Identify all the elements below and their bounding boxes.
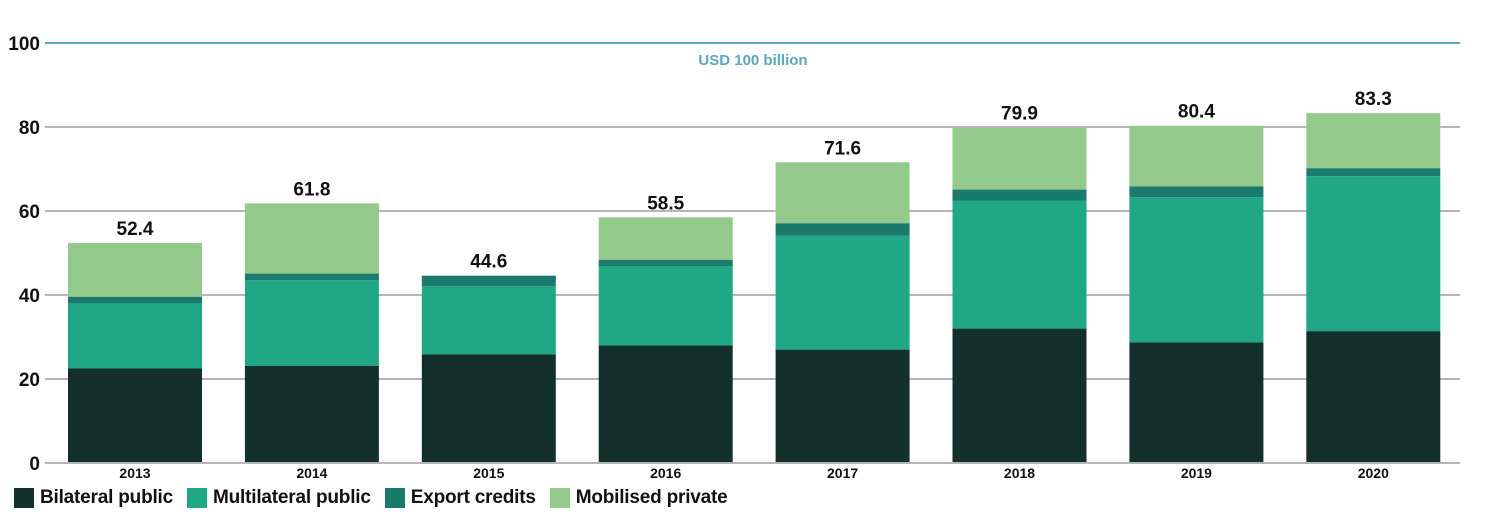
x-tick-label: 2020 <box>1358 465 1389 481</box>
bar-segment-mobilised-private <box>598 217 733 260</box>
x-tick-label: 2016 <box>650 465 681 481</box>
bar-segment-multilateral-public <box>598 266 733 346</box>
bar-segment-mobilised-private <box>68 242 202 297</box>
legend: Bilateral public Multilateral public Exp… <box>14 487 742 509</box>
bar-segment-export-credits <box>244 273 379 281</box>
legend-swatch <box>14 488 34 508</box>
legend-label: Mobilised private <box>575 487 728 508</box>
total-label: 80.4 <box>1178 101 1215 122</box>
bar-segment-bilateral-public <box>1306 331 1441 463</box>
target-line-group: USD 100 billion <box>45 42 1460 69</box>
y-axis-ticks: 0 20 40 60 80 100 <box>8 34 40 475</box>
bar-stack-2013 <box>68 242 202 463</box>
legend-swatch <box>187 488 208 508</box>
x-tick-label: 2014 <box>296 465 327 481</box>
bar-segment-export-credits <box>68 296 202 304</box>
bar-segment-export-credits <box>421 275 556 287</box>
bar-segment-multilateral-public <box>952 200 1087 329</box>
bar-segment-mobilised-private <box>1129 125 1264 187</box>
bar-segment-mobilised-private <box>775 162 910 224</box>
y-tick-label: 60 <box>19 202 40 223</box>
bar-segment-export-credits <box>1129 186 1264 198</box>
bar-segment-bilateral-public <box>952 328 1087 463</box>
y-tick-label: 0 <box>29 454 40 475</box>
total-labels: 52.4 61.8 44.6 58.5 71.6 79.9 80.4 83.3 <box>117 89 1392 273</box>
total-label: 58.5 <box>647 193 684 214</box>
bar-segment-export-credits <box>952 189 1087 201</box>
bar-segment-export-credits <box>1306 168 1441 177</box>
y-tick-label: 20 <box>19 370 40 391</box>
bar-segment-multilateral-public <box>421 286 556 355</box>
bar-segment-multilateral-public <box>1306 176 1441 332</box>
x-tick-label: 2013 <box>119 465 150 481</box>
bar-segment-bilateral-public <box>421 354 556 463</box>
bar-segment-mobilised-private <box>1306 113 1441 169</box>
x-tick-label: 2019 <box>1181 465 1212 481</box>
legend-swatch <box>384 488 405 508</box>
bar-stack-2015 <box>421 275 556 463</box>
legend-item-export-credits: Export credits <box>384 487 536 509</box>
bar-stack-2017 <box>775 162 910 463</box>
bar-segment-bilateral-public <box>1129 342 1264 463</box>
bar-segment-multilateral-public <box>244 280 379 366</box>
bar-segment-bilateral-public <box>244 365 379 463</box>
bar-stack-2018 <box>952 127 1087 463</box>
legend-label: Bilateral public <box>40 487 174 508</box>
bar-segment-multilateral-public <box>1129 197 1264 343</box>
total-label: 79.9 <box>1001 103 1038 124</box>
legend-label: Export credits <box>410 487 536 508</box>
x-tick-label: 2017 <box>827 465 858 481</box>
x-axis-ticks: 2013 2014 2015 2016 2017 2018 2019 2020 <box>45 462 1460 481</box>
x-tick-label: 2018 <box>1004 465 1035 481</box>
total-label: 44.6 <box>470 252 507 273</box>
y-tick-label: 40 <box>19 286 40 307</box>
bar-segment-bilateral-public <box>68 368 202 463</box>
bar-segment-export-credits <box>775 223 910 236</box>
legend-item-mobilised-private: Mobilised private <box>549 487 728 509</box>
bar-segment-bilateral-public <box>775 349 910 463</box>
bar-segment-mobilised-private <box>952 127 1087 190</box>
y-tick-label: 100 <box>8 34 40 55</box>
bar-stack-2020 <box>1306 113 1441 463</box>
bar-stack-2014 <box>244 203 379 463</box>
legend-item-multilateral-public: Multilateral public <box>187 487 371 509</box>
total-label: 52.4 <box>117 219 154 240</box>
x-tick-label: 2015 <box>473 465 504 481</box>
legend-item-bilateral-public: Bilateral public <box>14 487 173 509</box>
bar-segment-bilateral-public <box>598 345 733 463</box>
target-line-label: USD 100 billion <box>698 52 807 69</box>
bars <box>68 113 1441 463</box>
bar-segment-export-credits <box>598 259 733 267</box>
legend-label: Multilateral public <box>213 487 371 508</box>
total-label: 83.3 <box>1355 89 1392 110</box>
total-label: 61.8 <box>293 179 330 200</box>
bar-stack-2016 <box>598 217 733 463</box>
bar-segment-multilateral-public <box>775 235 910 350</box>
total-label: 71.6 <box>824 138 861 159</box>
bar-segment-multilateral-public <box>68 303 202 369</box>
legend-swatch <box>549 488 570 508</box>
bar-stack-2019 <box>1129 125 1264 463</box>
bar-segment-mobilised-private <box>244 203 379 274</box>
y-tick-label: 80 <box>19 118 40 139</box>
